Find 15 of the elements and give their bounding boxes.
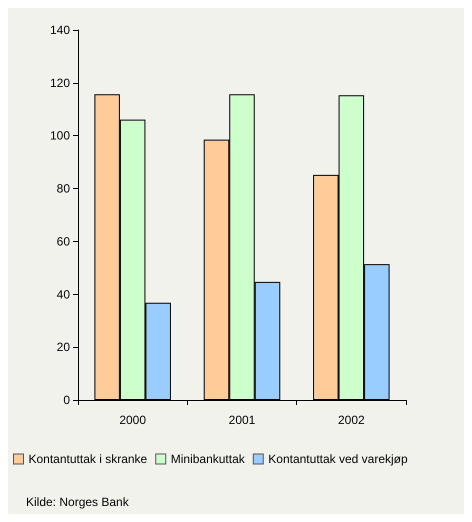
y-tick-label: 80 xyxy=(56,182,70,196)
y-tick-label: 0 xyxy=(63,393,70,407)
y-tick-label: 140 xyxy=(50,23,70,37)
y-tick-label: 20 xyxy=(56,340,70,354)
text: Kilde: Norges Bank xyxy=(26,495,130,509)
y-tick-label: 100 xyxy=(50,128,70,143)
x-tick-label: 2002 xyxy=(338,413,366,427)
x-tick-label: 2000 xyxy=(119,413,146,427)
legend-label: Kontantuttak i skranke xyxy=(28,452,148,466)
x-tick-label: 2001 xyxy=(228,413,256,427)
legend-label: Minibankuttak xyxy=(170,452,246,466)
y-tick-label: 60 xyxy=(56,234,70,248)
legend-label: Kontantuttak ved varekjøp xyxy=(268,452,408,466)
y-tick-label: 120 xyxy=(50,76,70,90)
y-tick-label: 40 xyxy=(56,287,70,302)
